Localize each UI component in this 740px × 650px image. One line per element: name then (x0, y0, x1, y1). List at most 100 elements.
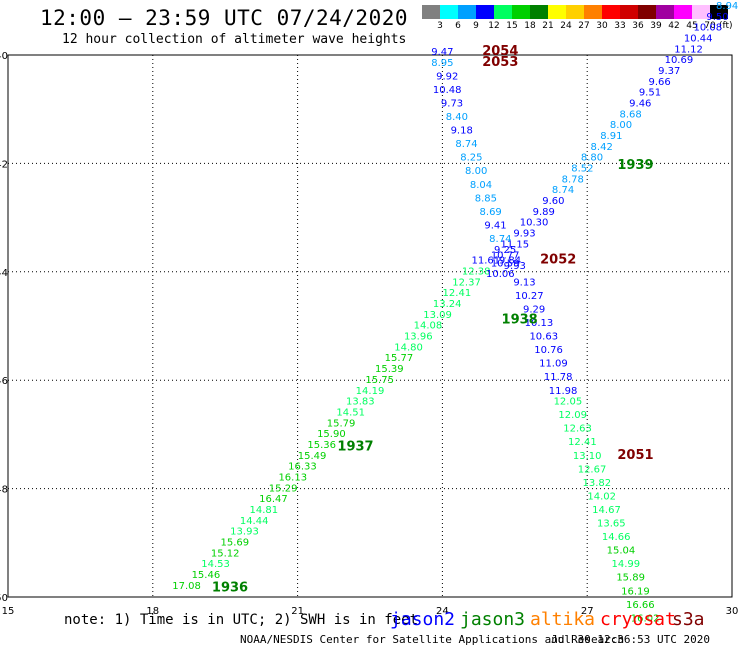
data-label: 16.02 (631, 613, 660, 624)
data-label: 12.09 (558, 410, 587, 421)
track-number: 2052 (540, 253, 576, 268)
data-label-jason3: 14.53 (201, 559, 230, 570)
data-label-jason2: 8.42 (591, 142, 613, 153)
data-label-jason2: 8.94 (716, 1, 738, 12)
data-label: 8.74 (455, 139, 477, 150)
x-tick-label: 30 (726, 606, 739, 617)
data-label-jason3: 15.36 (307, 440, 336, 451)
color-swatch (512, 5, 530, 19)
footer-timestamp: Jul 30 12:36:53 UTC 2020 (551, 633, 710, 646)
footer-credit: NOAA/NESDIS Center for Satellite Applica… (240, 633, 625, 646)
data-label: 12.67 (578, 464, 607, 475)
track-number: 2054 (482, 44, 518, 59)
data-label-jason2: 10.69 (665, 55, 694, 66)
data-label-jason3: 15.39 (375, 364, 404, 375)
data-label-jason3: 14.51 (336, 407, 365, 418)
data-label-jason3: 14.08 (414, 321, 443, 332)
y-tick-label: -48 (0, 485, 8, 496)
data-label-jason3: 15.90 (317, 429, 346, 440)
data-label-jason3: 14.19 (356, 386, 385, 397)
color-swatch (476, 5, 494, 19)
data-label: 9.93 (504, 261, 526, 272)
x-tick-label: 18 (146, 606, 159, 617)
data-label: 10.63 (529, 332, 558, 343)
data-label-jason2: 9.46 (629, 98, 651, 109)
data-label: 8.25 (460, 153, 482, 164)
data-label: 12.41 (568, 437, 597, 448)
data-label-jason3: 14.44 (240, 516, 269, 527)
data-label: 16.66 (626, 600, 655, 611)
color-scale-label: 30 (596, 21, 608, 31)
data-label-jason2: 9.37 (658, 66, 680, 77)
color-swatch (548, 5, 566, 19)
data-label-jason2: 10.44 (684, 33, 713, 44)
legend-item-jason3: jason3 (460, 609, 526, 630)
color-scale-label: 15 (506, 21, 518, 31)
data-label-jason2: 11.12 (674, 44, 703, 55)
data-label: 10.06 (486, 269, 515, 280)
data-label-jason3: 12.37 (452, 277, 481, 288)
plot-frame (7, 54, 733, 598)
color-scale-label: 70 (704, 21, 716, 31)
data-label: 9.92 (436, 71, 458, 82)
color-swatch (602, 5, 620, 19)
color-swatch (494, 5, 512, 19)
data-label-jason2: 11.15 (500, 239, 529, 250)
data-label: 15.04 (607, 546, 636, 557)
footer-note: note: 1) Time is in UTC; 2) SWH is in fe… (64, 612, 419, 628)
data-label-jason2: 9.93 (513, 229, 535, 240)
data-label: 8.85 (475, 193, 497, 204)
x-tick-label: 24 (436, 606, 449, 617)
data-label-jason3: 17.08 (172, 581, 201, 592)
data-label: 9.13 (513, 277, 535, 288)
track-number: 1939 (617, 158, 653, 173)
data-label-jason2: 9.66 (648, 77, 670, 88)
data-label-jason3: 12.41 (443, 288, 472, 299)
data-label-jason3: 11.61 (472, 256, 501, 267)
data-label: 12.05 (554, 397, 583, 408)
data-label-jason3: 15.79 (327, 418, 356, 429)
color-swatch (440, 5, 458, 19)
y-tick-label: -44 (0, 268, 8, 279)
data-label: 10.76 (534, 345, 563, 356)
data-label-jason2: 9.60 (542, 196, 564, 207)
y-tick-label: -46 (0, 376, 8, 387)
data-label: 14.02 (587, 491, 616, 502)
x-tick-label: 21 (291, 606, 304, 617)
data-label-jason2: 10.77 (491, 250, 520, 261)
y-tick-label: -50 (0, 593, 8, 604)
color-swatch (566, 5, 584, 19)
data-label: 13.82 (583, 478, 612, 489)
data-label-jason3: 13.93 (230, 527, 259, 538)
color-scale-label: 24 (560, 21, 572, 31)
data-label: 11.78 (544, 372, 573, 383)
data-label-jason3: 15.75 (365, 375, 394, 386)
x-tick-label: 27 (581, 606, 594, 617)
data-label: 8.69 (480, 207, 502, 218)
data-label: 8.74 (489, 234, 511, 245)
color-swatch (656, 5, 674, 19)
legend-item-s3a: s3a (672, 609, 705, 630)
data-label: 10.27 (515, 291, 544, 302)
data-label-jason3: 15.12 (211, 548, 240, 559)
track-number: 1937 (337, 440, 373, 455)
chart-subtitle: 12 hour collection of altimeter wave hei… (62, 32, 407, 47)
color-swatch (530, 5, 548, 19)
color-swatch (638, 5, 656, 19)
data-label: 9.29 (523, 304, 545, 315)
track-number: 2053 (482, 55, 518, 70)
data-label-jason2: 8.80 (581, 153, 603, 164)
x-tick-label: 15 (2, 606, 15, 617)
data-label: 9.18 (451, 126, 473, 137)
data-label-jason3: 16.13 (278, 472, 307, 483)
data-label: 9.84 (499, 256, 521, 267)
data-label: 13.65 (597, 519, 626, 530)
data-label-jason3: 12.38 (462, 267, 491, 278)
data-label: 11.98 (549, 386, 578, 397)
color-swatch (692, 5, 710, 19)
data-label-jason3: 13.09 (423, 310, 452, 321)
color-scale-label: 3 (437, 21, 443, 31)
data-label-jason2: 9.51 (639, 88, 661, 99)
color-scale-label: 45 (686, 21, 698, 31)
